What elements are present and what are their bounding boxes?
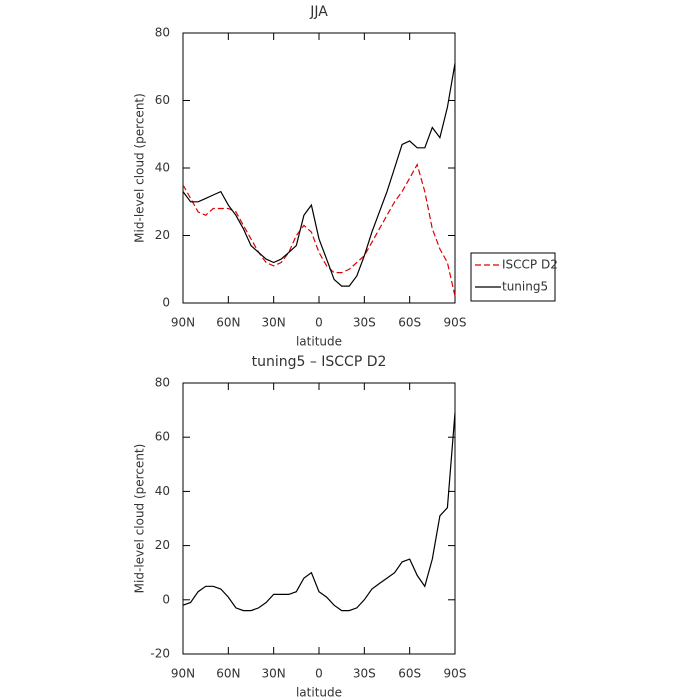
x-tick-label: 0 [315, 316, 323, 330]
data-line [182, 412, 456, 612]
y-tick-label: 60 [155, 430, 170, 444]
plot-frame [182, 382, 456, 655]
x-tick-label: 30N [262, 667, 286, 681]
x-tick-label: 60S [398, 667, 421, 681]
x-tick-label: 60N [216, 667, 240, 681]
x-tick-label: 90N [171, 667, 195, 681]
y-tick-label: 20 [155, 538, 170, 552]
x-tick-label: 90S [444, 316, 467, 330]
y-tick-label: -20 [150, 647, 170, 661]
y-axis-label: Mid-level cloud (percent) [133, 444, 147, 594]
x-tick-label: 30S [353, 316, 376, 330]
x-tick-label: 30S [353, 667, 376, 681]
x-tick-label: 60S [398, 316, 421, 330]
data-line [182, 163, 456, 297]
y-tick-label: 0 [162, 296, 170, 310]
chart-title: tuning5 – ISCCP D2 [252, 354, 387, 370]
y-axis-label: Mid-level cloud (percent) [133, 93, 147, 243]
y-tick-label: 40 [155, 484, 170, 498]
x-tick-label: 90S [444, 667, 467, 681]
legend-box [470, 252, 556, 302]
y-tick-label: 60 [155, 93, 170, 107]
x-tick-label: 0 [315, 667, 323, 681]
x-tick-label: 90N [171, 316, 195, 330]
y-tick-label: 80 [155, 376, 170, 390]
plot-frame [182, 32, 456, 304]
y-tick-label: 0 [162, 592, 170, 606]
x-tick-label: 60N [216, 316, 240, 330]
x-axis-label: latitude [296, 335, 342, 349]
legend-label: ISCCP D2 [502, 258, 558, 272]
y-tick-label: 40 [155, 161, 170, 175]
x-axis-label: latitude [296, 686, 342, 700]
x-tick-label: 30N [262, 316, 286, 330]
y-tick-label: 80 [155, 26, 170, 40]
data-line [182, 63, 456, 287]
legend-label: tuning5 [502, 280, 548, 294]
chart-title: JJA [309, 4, 328, 20]
y-tick-label: 20 [155, 228, 170, 242]
